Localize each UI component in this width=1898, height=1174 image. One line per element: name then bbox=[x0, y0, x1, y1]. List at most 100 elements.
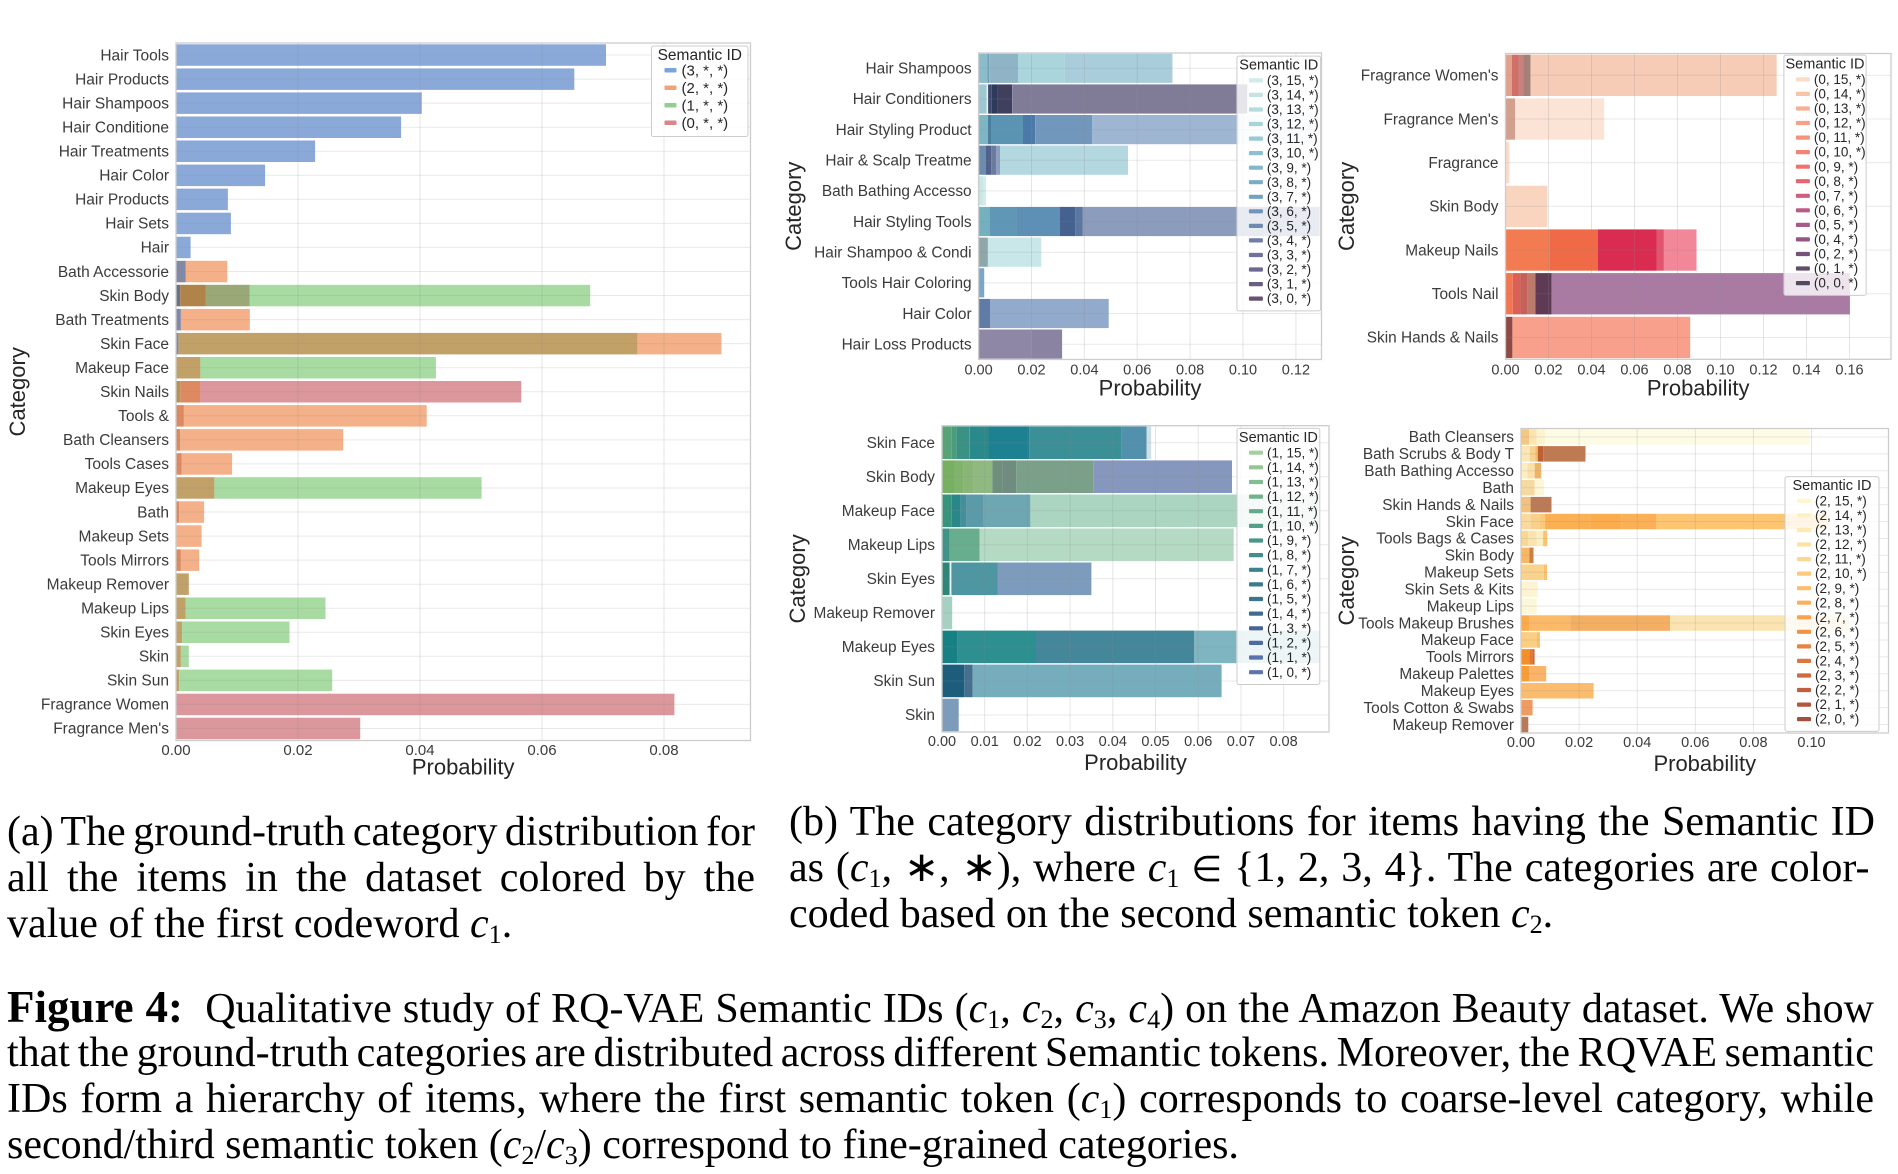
svg-text:0.04: 0.04 bbox=[1070, 363, 1098, 379]
svg-text:Hair Styling Product: Hair Styling Product bbox=[836, 122, 973, 139]
svg-text:0.00: 0.00 bbox=[928, 734, 956, 750]
svg-text:Bath Accessorie: Bath Accessorie bbox=[58, 264, 169, 281]
svg-text:(1, *, *): (1, *, *) bbox=[682, 97, 729, 114]
svg-text:Makeup Sets: Makeup Sets bbox=[79, 528, 170, 545]
svg-text:Skin Nails: Skin Nails bbox=[100, 384, 169, 401]
svg-text:Bath Cleansers: Bath Cleansers bbox=[1409, 429, 1515, 446]
svg-text:Hair Styling Tools: Hair Styling Tools bbox=[853, 214, 972, 231]
svg-text:Makeup Remover: Makeup Remover bbox=[47, 576, 169, 593]
svg-text:0.00: 0.00 bbox=[1507, 735, 1535, 751]
svg-text:(0, 11, *): (0, 11, *) bbox=[1814, 130, 1865, 145]
svg-text:0.12: 0.12 bbox=[1749, 362, 1777, 378]
svg-text:(3, 3, *): (3, 3, *) bbox=[1267, 248, 1311, 263]
svg-text:Skin Body: Skin Body bbox=[1445, 548, 1515, 565]
svg-text:(2, 7, *): (2, 7, *) bbox=[1815, 610, 1859, 625]
svg-text:Hair: Hair bbox=[141, 240, 169, 257]
svg-text:Tools &: Tools & bbox=[118, 408, 169, 425]
svg-text:Skin: Skin bbox=[139, 649, 169, 666]
svg-text:0.06: 0.06 bbox=[1620, 362, 1648, 378]
svg-text:Hair Loss Products: Hair Loss Products bbox=[842, 336, 972, 353]
svg-text:Makeup Sets: Makeup Sets bbox=[1424, 565, 1514, 582]
svg-text:Category: Category bbox=[1334, 536, 1359, 625]
svg-text:Hair Color: Hair Color bbox=[902, 306, 971, 323]
svg-text:0.10: 0.10 bbox=[1229, 363, 1257, 379]
svg-text:Probability: Probability bbox=[412, 755, 515, 780]
svg-text:(3, 11, *): (3, 11, *) bbox=[1267, 131, 1318, 146]
svg-text:0.06: 0.06 bbox=[527, 742, 556, 759]
svg-text:(3, 8, *): (3, 8, *) bbox=[1267, 175, 1311, 190]
svg-text:Skin Sun: Skin Sun bbox=[873, 673, 935, 690]
svg-text:Hair Treatments: Hair Treatments bbox=[59, 144, 170, 161]
svg-text:0.04: 0.04 bbox=[1577, 362, 1605, 378]
svg-text:0.02: 0.02 bbox=[1565, 735, 1593, 751]
svg-text:Skin Body: Skin Body bbox=[1429, 199, 1499, 216]
svg-text:Makeup Eyes: Makeup Eyes bbox=[842, 639, 936, 656]
svg-text:0.02: 0.02 bbox=[283, 742, 312, 759]
svg-text:(1, 8, *): (1, 8, *) bbox=[1267, 548, 1311, 563]
svg-text:(2, 13, *): (2, 13, *) bbox=[1815, 523, 1867, 538]
svg-text:(0, 9, *): (0, 9, *) bbox=[1814, 159, 1858, 174]
svg-text:(1, 5, *): (1, 5, *) bbox=[1267, 592, 1311, 607]
svg-text:Bath Treatments: Bath Treatments bbox=[55, 312, 169, 329]
svg-text:(1, 10, *): (1, 10, *) bbox=[1267, 519, 1319, 534]
svg-text:Makeup Eyes: Makeup Eyes bbox=[75, 480, 169, 497]
svg-text:Makeup Face: Makeup Face bbox=[842, 503, 935, 520]
svg-text:0.00: 0.00 bbox=[1491, 362, 1519, 378]
svg-text:0.07: 0.07 bbox=[1227, 734, 1255, 750]
svg-text:Semantic ID: Semantic ID bbox=[1239, 430, 1318, 446]
svg-text:(1, 14, *): (1, 14, *) bbox=[1267, 460, 1319, 475]
svg-text:(0, 4, *): (0, 4, *) bbox=[1814, 232, 1858, 247]
svg-text:(3, 12, *): (3, 12, *) bbox=[1267, 117, 1319, 132]
svg-text:Fragrance Women's: Fragrance Women's bbox=[1361, 68, 1499, 85]
svg-text:Bath: Bath bbox=[1482, 480, 1514, 497]
svg-text:(2, 8, *): (2, 8, *) bbox=[1815, 595, 1859, 610]
svg-text:0.05: 0.05 bbox=[1141, 734, 1169, 750]
svg-text:(2, 11, *): (2, 11, *) bbox=[1815, 552, 1866, 567]
svg-text:Makeup Remover: Makeup Remover bbox=[1393, 717, 1514, 734]
svg-text:Hair Shampoo & Condi: Hair Shampoo & Condi bbox=[814, 245, 971, 262]
svg-text:(1, 1, *): (1, 1, *) bbox=[1267, 650, 1311, 665]
svg-text:Makeup Lips: Makeup Lips bbox=[1427, 598, 1515, 615]
svg-text:Hair Products: Hair Products bbox=[75, 192, 169, 209]
svg-text:Category: Category bbox=[781, 162, 806, 251]
svg-text:(2, 12, *): (2, 12, *) bbox=[1815, 537, 1867, 552]
svg-text:Skin Eyes: Skin Eyes bbox=[867, 571, 936, 588]
svg-text:Hair Shampoos: Hair Shampoos bbox=[866, 61, 972, 78]
svg-text:Bath Bathing Accesso: Bath Bathing Accesso bbox=[822, 183, 972, 200]
svg-text:0.10: 0.10 bbox=[1797, 735, 1825, 751]
svg-text:Semantic ID: Semantic ID bbox=[1239, 58, 1318, 74]
svg-text:0.06: 0.06 bbox=[1681, 735, 1709, 751]
svg-text:(2, 2, *): (2, 2, *) bbox=[1815, 683, 1859, 698]
svg-text:(1, 15, *): (1, 15, *) bbox=[1267, 445, 1319, 460]
svg-text:(0, 0, *): (0, 0, *) bbox=[1814, 276, 1858, 291]
svg-text:(0, 6, *): (0, 6, *) bbox=[1814, 203, 1858, 218]
svg-text:Semantic ID: Semantic ID bbox=[1793, 478, 1872, 494]
svg-text:Semantic ID: Semantic ID bbox=[658, 47, 742, 64]
svg-text:(3, 14, *): (3, 14, *) bbox=[1267, 88, 1319, 103]
svg-text:Probability: Probability bbox=[1099, 376, 1202, 401]
svg-text:Makeup Remover: Makeup Remover bbox=[814, 605, 935, 622]
svg-text:(0, 5, *): (0, 5, *) bbox=[1814, 218, 1858, 233]
svg-text:0.02: 0.02 bbox=[1534, 362, 1562, 378]
svg-text:(0, 12, *): (0, 12, *) bbox=[1814, 116, 1866, 131]
svg-text:Tools Mirrors: Tools Mirrors bbox=[1426, 649, 1514, 666]
svg-text:(2, 6, *): (2, 6, *) bbox=[1815, 624, 1859, 639]
svg-text:0.04: 0.04 bbox=[405, 742, 434, 759]
svg-text:0.08: 0.08 bbox=[1176, 363, 1204, 379]
svg-text:0.08: 0.08 bbox=[1269, 734, 1297, 750]
svg-text:Probability: Probability bbox=[1647, 375, 1750, 400]
svg-text:Skin Hands & Nails: Skin Hands & Nails bbox=[1367, 330, 1499, 347]
svg-text:(0, 15, *): (0, 15, *) bbox=[1814, 72, 1866, 87]
svg-text:Semantic ID: Semantic ID bbox=[1786, 57, 1865, 73]
svg-text:Skin Face: Skin Face bbox=[867, 435, 935, 452]
svg-text:(3, 9, *): (3, 9, *) bbox=[1267, 160, 1311, 175]
svg-text:0.10: 0.10 bbox=[1706, 362, 1734, 378]
svg-text:0.12: 0.12 bbox=[1282, 363, 1310, 379]
svg-text:(3, 13, *): (3, 13, *) bbox=[1267, 102, 1319, 117]
svg-text:0.04: 0.04 bbox=[1623, 735, 1651, 751]
svg-text:Hair Conditioners: Hair Conditioners bbox=[853, 91, 972, 108]
svg-text:Skin Body: Skin Body bbox=[99, 288, 169, 305]
svg-text:Tools Mirrors: Tools Mirrors bbox=[80, 552, 169, 569]
svg-text:0.06: 0.06 bbox=[1184, 734, 1212, 750]
svg-text:0.00: 0.00 bbox=[161, 742, 190, 759]
